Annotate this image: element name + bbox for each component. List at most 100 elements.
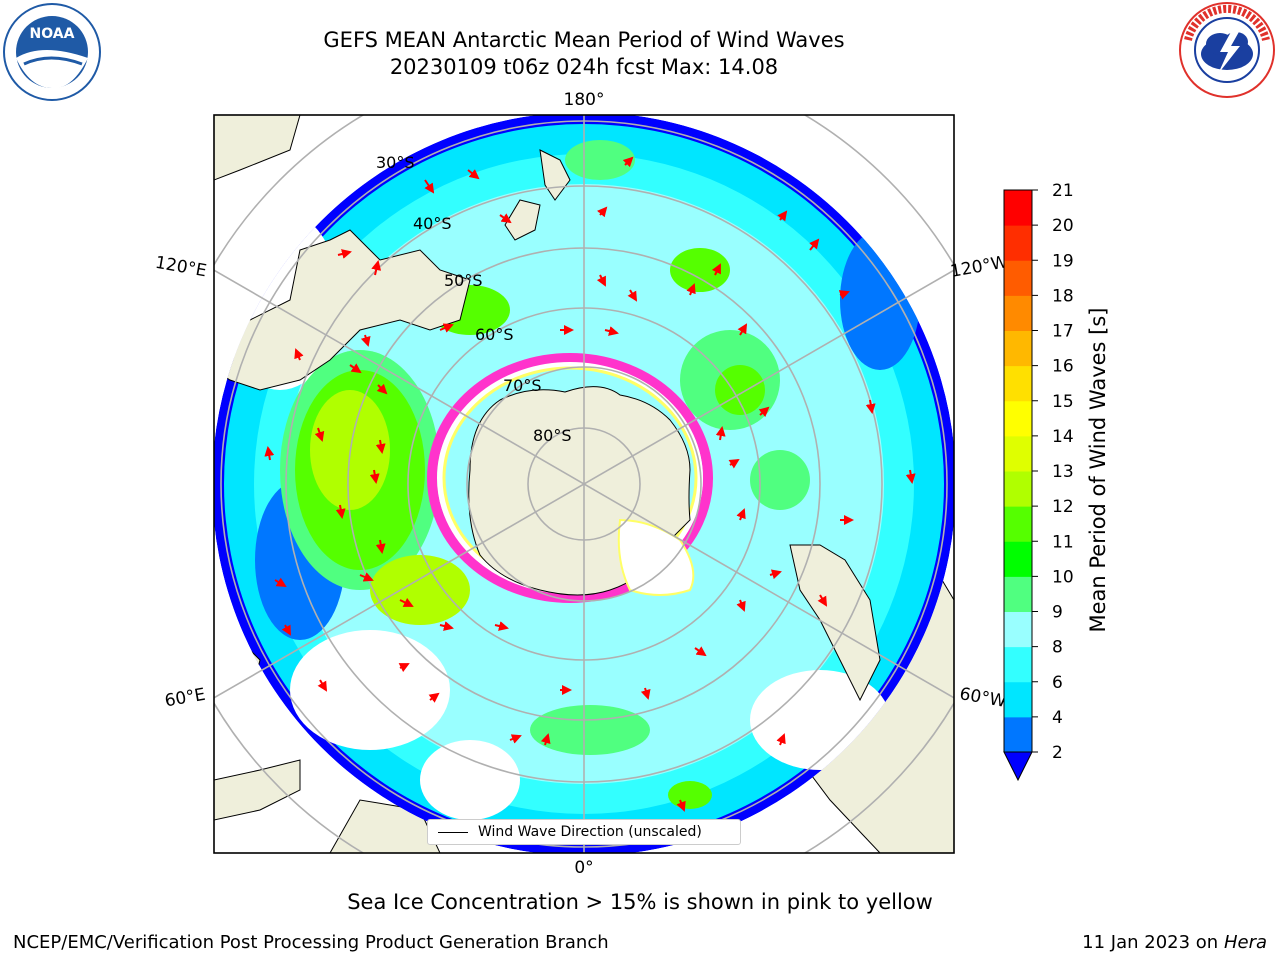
lon-label-0: 0° <box>574 858 593 878</box>
wave-arrow <box>622 156 634 168</box>
lon-label-60e: 60°E <box>163 685 207 712</box>
map-frame <box>213 114 955 854</box>
wave-arrow <box>439 621 454 631</box>
colorbar-tick-label: 18 <box>1052 286 1074 306</box>
wave-arrow <box>777 210 788 222</box>
colorbar-tick-label: 13 <box>1052 462 1074 482</box>
wave-arrow <box>294 348 304 361</box>
lon-label-120e: 120°E <box>154 253 208 282</box>
colorbar-tick-label: 12 <box>1052 497 1074 517</box>
lon-label-180: 180° <box>564 90 605 110</box>
wave-arrow <box>509 734 522 744</box>
colorbar-tick-label: 10 <box>1052 567 1074 587</box>
colorbar-tick-label: 16 <box>1052 357 1074 377</box>
colorbar-segment <box>1004 225 1032 261</box>
wave-arrow <box>317 679 328 692</box>
wave-arrow <box>360 334 371 347</box>
graticule <box>214 115 954 853</box>
colorbar-segment <box>1004 365 1032 402</box>
colorbar-segment <box>1004 576 1032 612</box>
colorbar-segment <box>1004 471 1032 507</box>
colorbar-segment <box>1004 646 1032 683</box>
noaa-logo: NOAA <box>3 3 101 101</box>
wave-arrow <box>376 383 388 395</box>
colorbar-segment <box>1004 716 1032 753</box>
colorbar-tick-label: 14 <box>1052 427 1074 447</box>
lon-label-60w: 60°W <box>958 684 1008 712</box>
lat-label-70s: 70°S <box>503 376 542 395</box>
footer-date-text: 11 Jan 2023 on <box>1082 932 1224 953</box>
wave-arrow <box>737 323 748 336</box>
wave-arrow <box>865 399 876 414</box>
wave-arrow <box>758 406 770 418</box>
wave-arrow <box>467 169 480 180</box>
colorbar-tick-label: 21 <box>1052 181 1074 201</box>
colorbar-segment <box>1004 681 1032 718</box>
sea-ice-footnote: Sea Ice Concentration > 15% is shown in … <box>347 890 933 914</box>
wave-arrow <box>604 326 619 336</box>
wave-arrow <box>439 323 454 333</box>
colorbar-extend-min <box>1003 751 1033 782</box>
wave-arrow <box>371 260 382 276</box>
colorbar-tick-label: 6 <box>1052 673 1063 693</box>
wave-arrow <box>715 426 726 441</box>
map-title: GEFS MEAN Antarctic Mean Period of Wind … <box>323 28 845 52</box>
colorbar-segment <box>1004 295 1032 331</box>
lon-label-120w: 120°W <box>949 252 1010 282</box>
wave-arrow <box>399 597 414 607</box>
colorbar-tick-label: 20 <box>1052 216 1074 236</box>
wave-arrow <box>428 692 440 703</box>
colorbar-tick-label: 19 <box>1052 251 1074 271</box>
wave-arrow <box>905 469 916 484</box>
wave-arrow <box>694 646 707 657</box>
wave-arrow <box>596 206 608 218</box>
wave-arrow <box>728 458 740 469</box>
wave-arrow <box>499 213 512 224</box>
lat-label-80s: 80°S <box>533 426 572 445</box>
wave-arrow <box>281 624 291 636</box>
noaa-logo-text: NOAA <box>30 26 75 42</box>
wave-arrow <box>337 249 352 259</box>
wave-arrow <box>424 179 435 194</box>
lat-label-30s: 30°S <box>376 153 415 172</box>
colorbar-segment <box>1004 260 1032 296</box>
wind-wave-arrows <box>264 156 916 812</box>
footer-credit: NCEP/EMC/Verification Post Processing Pr… <box>13 932 609 953</box>
legend-label: Wind Wave Direction (unscaled) <box>478 824 702 840</box>
wave-arrow <box>596 274 606 287</box>
colorbar-segment <box>1004 541 1032 577</box>
map-legend: Wind Wave Direction (unscaled) <box>427 819 741 845</box>
wave-arrow <box>640 687 651 700</box>
footer-date: 11 Jan 2023 on Hera <box>1082 932 1267 953</box>
wave-arrow <box>335 504 346 519</box>
colorbar: 2 4 6 8 9 10 11 12 13 14 15 16 17 18 19 20 21 <box>1003 181 1074 782</box>
colorbar-tick-label: 4 <box>1052 708 1063 728</box>
wave-arrow <box>349 363 362 374</box>
wave-arrow <box>711 263 721 276</box>
wave-arrow <box>264 446 275 461</box>
colorbar-segment <box>1004 611 1032 648</box>
wave-arrow <box>736 599 746 612</box>
colorbar-segment <box>1004 190 1032 226</box>
colorbar-label: Mean Period of Wind Waves [s] <box>1086 307 1110 633</box>
lat-label-50s: 50°S <box>444 271 483 290</box>
wave-arrow <box>676 799 686 812</box>
lat-label-60s: 60°S <box>475 325 514 344</box>
colorbar-segment <box>1004 506 1032 542</box>
wave-arrow <box>627 289 638 302</box>
wave-arrow <box>776 733 786 746</box>
wave-arrow <box>809 238 820 251</box>
footer-machine: Hera <box>1223 932 1267 953</box>
wave-arrow <box>817 594 828 607</box>
wave-arrow <box>769 569 782 580</box>
colorbar-segment <box>1004 400 1032 437</box>
wave-arrow <box>686 283 696 296</box>
wave-arrow <box>838 290 850 300</box>
wave-arrow <box>314 427 325 442</box>
wave-arrow <box>736 508 746 521</box>
colorbar-tick-label: 11 <box>1052 532 1074 552</box>
wave-arrow <box>494 621 509 631</box>
wave-arrow <box>359 572 374 582</box>
colorbar-tick-label: 8 <box>1052 638 1063 658</box>
